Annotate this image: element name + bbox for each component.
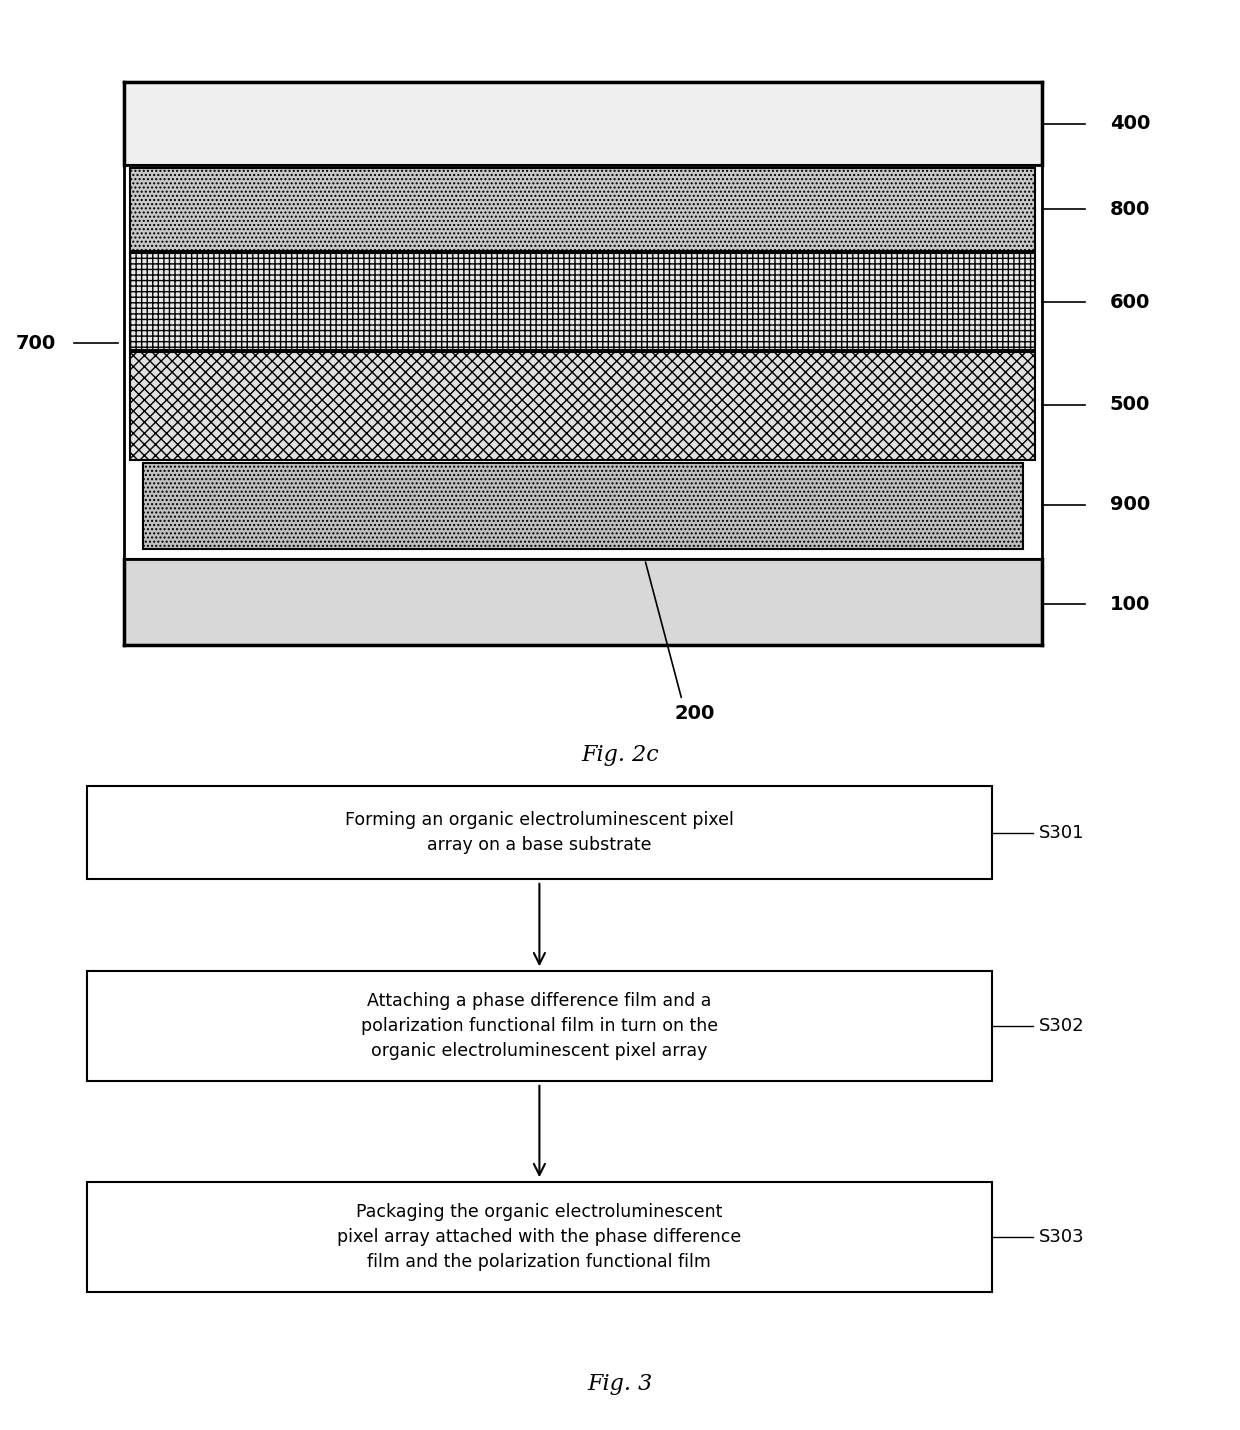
Text: 800: 800 [1110, 200, 1151, 219]
Bar [143, 463, 1023, 549]
Bar [130, 169, 1035, 250]
Text: 400: 400 [1110, 114, 1151, 133]
Text: 600: 600 [1110, 293, 1151, 312]
Text: 700: 700 [16, 333, 56, 353]
Text: Fig. 2c: Fig. 2c [582, 744, 658, 766]
Bar [87, 1181, 992, 1293]
Bar [124, 83, 1042, 164]
Bar [130, 352, 1035, 460]
Text: Attaching a phase difference film and a
polarization functional film in turn on : Attaching a phase difference film and a … [361, 992, 718, 1060]
Text: 200: 200 [675, 705, 714, 724]
Text: Packaging the organic electroluminescent
pixel array attached with the phase dif: Packaging the organic electroluminescent… [337, 1203, 742, 1271]
Bar [130, 253, 1035, 350]
Text: Forming an organic electroluminescent pixel
array on a base substrate: Forming an organic electroluminescent pi… [345, 811, 734, 855]
Text: 500: 500 [1110, 396, 1151, 415]
Text: 100: 100 [1110, 595, 1151, 613]
Text: S303: S303 [1039, 1228, 1085, 1246]
Text: S301: S301 [1039, 824, 1085, 842]
Text: S302: S302 [1039, 1017, 1085, 1035]
Bar [124, 559, 1042, 645]
Text: Fig. 3: Fig. 3 [588, 1373, 652, 1394]
Bar [87, 971, 992, 1081]
Bar [87, 787, 992, 879]
Text: 900: 900 [1110, 495, 1149, 513]
